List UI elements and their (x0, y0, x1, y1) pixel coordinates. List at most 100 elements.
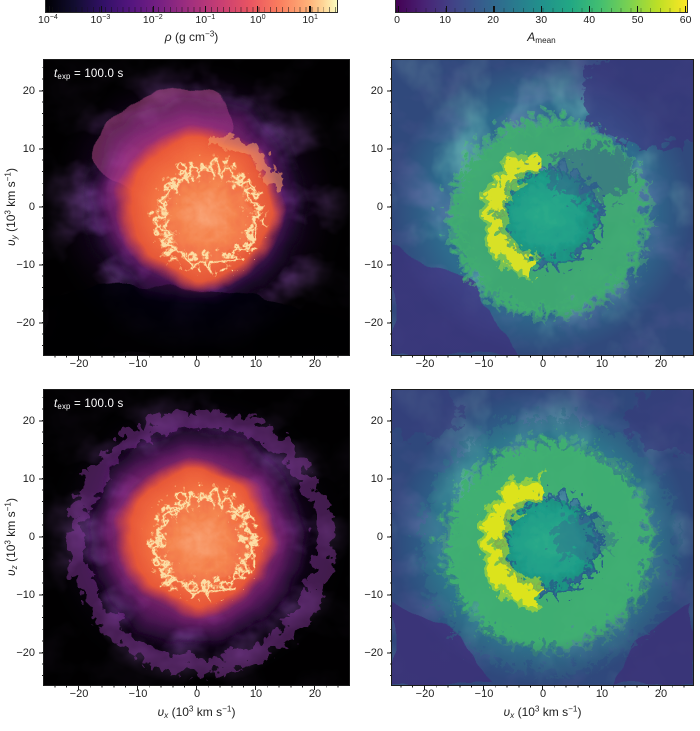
x-tick-label: −10 (474, 688, 494, 700)
panel-amean-vx-vz (392, 390, 693, 685)
y-tick-label: 20 (22, 415, 35, 427)
x-tick-labels-bottom-right: −20 −10 0 10 20 (392, 688, 693, 704)
x-tick-label: −20 (415, 688, 435, 700)
colorbar-tick-label: 10−1 (195, 13, 216, 26)
colorbar-tick (636, 6, 639, 12)
y-tick-label: 0 (28, 201, 35, 213)
time-annotation: texp = 100.0 s (54, 68, 124, 81)
y-ticks-top-right (387, 60, 392, 355)
y-tick-label: −10 (16, 259, 35, 271)
colorbar-tick-label: 20 (487, 14, 499, 26)
x-tick-label: 20 (308, 688, 322, 700)
colorbar-tick (588, 6, 591, 12)
colorbar-tick-label: 10−2 (142, 13, 163, 26)
y-tick-labels-bottom-right: 20 10 0 −10 −20 (348, 390, 386, 685)
colorbar-tick-label: 60 (679, 14, 692, 26)
colorbar-tick-label: 10 (439, 14, 451, 26)
colorbar-tick (153, 6, 155, 12)
y-tick-label: 0 (376, 531, 383, 543)
y-axis-title-vy: υy (103 km s−1) (3, 168, 20, 246)
x-tick-labels-bottom-left: −20 −10 0 10 20 (44, 688, 349, 704)
y-tick-label: 20 (370, 415, 383, 427)
y-ticks-bottom-left (39, 390, 44, 685)
y-axis-title-vz: υz (103 km s−1) (3, 498, 20, 576)
colorbar-tick (398, 6, 400, 12)
y-tick-label: −20 (364, 647, 383, 659)
y-tick-labels-top-left: 20 10 0 −10 −20 (0, 60, 38, 355)
amean-colorbar (395, 0, 688, 13)
y-ticks-bottom-right (387, 390, 392, 685)
amean-colorbar-title: Amean (527, 30, 556, 46)
x-axis-title-right: υx (103 km s−1) (503, 704, 582, 721)
density-colorbar-tick-labels: 10−4 10−3 10−2 10−1 100 101 (38, 13, 338, 29)
colorbar-tick (493, 6, 495, 12)
x-tick-labels-top-right: −20 −10 0 10 20 (392, 358, 693, 374)
amean-map-vx-vz (392, 390, 693, 685)
colorbar-tick-label: 50 (631, 14, 644, 26)
y-tick-label: 10 (370, 473, 383, 485)
x-tick-label: −10 (128, 688, 148, 700)
density-colorbar-title: ρ (g cm−3) (164, 29, 219, 44)
colorbar-tick-label: 40 (583, 14, 596, 26)
y-tick-label: 10 (22, 143, 35, 155)
x-tick-label: 10 (595, 358, 609, 370)
x-tick-label: 0 (193, 358, 201, 370)
panel-density-vx-vz: texp = 100.0 s (44, 390, 349, 685)
y-tick-label: 10 (370, 143, 383, 155)
y-tick-label: 20 (22, 85, 35, 97)
x-tick-label: 0 (539, 358, 547, 370)
colorbar-tick-label: 0 (394, 14, 400, 26)
colorbar-tick (684, 6, 686, 12)
x-tick-label: 20 (308, 358, 322, 370)
x-tick-label: 0 (539, 688, 547, 700)
panel-density-vx-vy: texp = 100.0 s (44, 60, 349, 355)
y-tick-label: 10 (22, 473, 35, 485)
y-tick-label: −20 (364, 317, 383, 329)
x-ticks-top-left (44, 355, 349, 360)
x-tick-label: −20 (415, 358, 435, 370)
x-tick-label: 10 (249, 688, 263, 700)
y-tick-label: 20 (370, 85, 383, 97)
y-tick-label: 0 (376, 201, 383, 213)
x-axis-title-left: υx (103 km s−1) (157, 704, 236, 721)
y-tick-label: −20 (16, 317, 35, 329)
colorbar-tick (541, 6, 543, 12)
colorbar-tick-label: 30 (535, 14, 548, 26)
x-ticks-bottom-right (392, 685, 693, 690)
x-ticks-top-right (392, 355, 693, 360)
colorbar-tick-label: 101 (302, 13, 318, 26)
x-tick-label: 20 (654, 688, 668, 700)
amean-colorbar-tick-labels: 0 10 20 30 40 50 60 (394, 14, 691, 29)
y-tick-label: −10 (16, 589, 35, 601)
density-colorbar-minor-ticks (46, 7, 337, 12)
x-tick-label: −10 (474, 358, 494, 370)
y-tick-label: 0 (28, 531, 35, 543)
x-tick-label: 10 (249, 358, 263, 370)
y-tick-labels-top-right: 20 10 0 −10 −20 (348, 60, 386, 355)
panel-amean-vx-vy (392, 60, 693, 355)
colorbar-tick-label: 10−3 (90, 13, 111, 26)
x-tick-label: −20 (69, 688, 89, 700)
y-tick-labels-bottom-left: 20 10 0 −10 −20 (0, 390, 38, 685)
y-tick-label: −10 (364, 589, 383, 601)
x-tick-label: −20 (69, 358, 89, 370)
colorbar-tick-label: 100 (249, 13, 266, 26)
x-tick-label: 10 (595, 688, 609, 700)
colorbar-tick (309, 6, 311, 12)
time-annotation: texp = 100.0 s (54, 398, 124, 411)
y-tick-label: −10 (364, 259, 383, 271)
colorbar-tick (445, 6, 447, 12)
amean-map-vx-vy (392, 60, 693, 355)
x-tick-label: −10 (128, 358, 148, 370)
y-tick-label: −20 (16, 647, 35, 659)
colorbar-tick (100, 6, 103, 12)
colorbar-tick (205, 6, 207, 12)
colorbar-tick-label: 10−4 (38, 13, 58, 26)
x-tick-label: 20 (654, 358, 668, 370)
density-colorbar (45, 0, 338, 13)
x-tick-label: 0 (193, 688, 201, 700)
y-ticks-top-left (39, 60, 44, 355)
x-ticks-bottom-left (44, 685, 349, 690)
colorbar-tick (48, 6, 51, 12)
